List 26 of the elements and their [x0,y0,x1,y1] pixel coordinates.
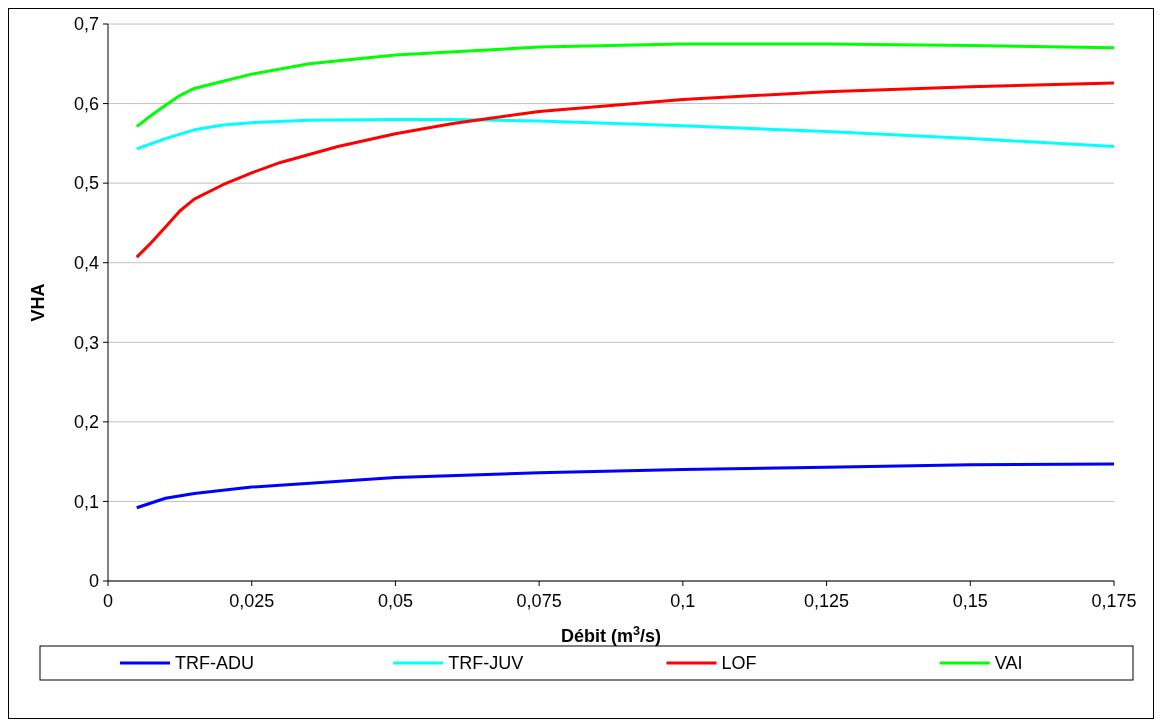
legend-label: LOF [721,653,757,674]
y-tick-label: 0,5 [73,173,99,194]
legend-label: VAI [994,653,1023,674]
line-series [135,117,1116,151]
x-tick-label: 0,125 [804,591,850,611]
x-tick-label: 0,175 [1091,591,1137,611]
y-tick-label: 0,4 [73,253,99,274]
x-tick-label: 0,05 [377,591,413,611]
line-series [135,42,1116,129]
legend-label: TRF-JUV [448,653,524,674]
y-tick-label: 0,2 [73,412,99,433]
y-tick-label: 0,6 [73,93,99,114]
y-tick-label: 0,1 [73,491,99,512]
x-tick-label: 0,15 [952,591,988,611]
x-tick-label: 0,025 [229,591,275,611]
x-tick-label: 0,075 [516,591,562,611]
x-axis-title: Débit (m$^{3}$/s) [560,624,662,646]
x-tick-label: 0,1 [670,591,696,611]
y-tick-label: 0 [88,571,99,592]
legend-label: TRF-ADU [175,653,254,674]
x-tick-label: 0 [102,591,114,611]
line-series [135,462,1116,510]
line-series [135,81,1116,259]
y-tick-label: 0,3 [73,332,99,353]
y-tick-label: 0,7 [73,14,99,35]
y-axis-title: VHA [28,283,48,322]
